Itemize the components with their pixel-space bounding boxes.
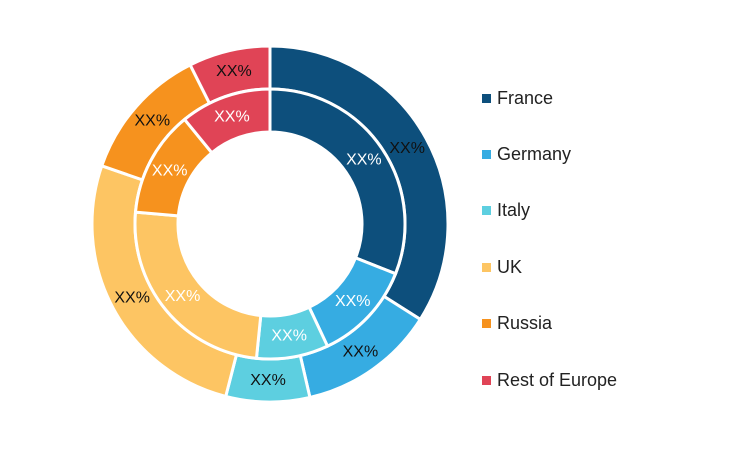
legend-swatch	[482, 319, 491, 329]
legend-label: Germany	[497, 144, 572, 165]
legend-item-germany: Germany	[482, 126, 617, 182]
legend-swatch	[482, 150, 491, 160]
slice-inner-rest-of-europe	[182, 87, 272, 155]
data-label-inner-germany: XX%	[335, 293, 371, 310]
data-label-outer-italy: XX%	[250, 372, 286, 389]
slice-inner-france	[268, 87, 407, 276]
legend-item-russia: Russia	[482, 296, 617, 352]
data-label-inner-italy: XX%	[271, 327, 307, 344]
data-label-inner-russia: XX%	[152, 162, 188, 179]
legend-swatch	[482, 262, 491, 272]
legend: France Germany Italy UK Russia Rest of Europe	[482, 70, 617, 408]
legend-item-rest-of-europe: Rest of Europe	[482, 352, 617, 408]
legend-item-uk: UK	[482, 239, 617, 295]
legend-label: Russia	[497, 313, 553, 334]
legend-item-france: France	[482, 70, 617, 126]
data-label-outer-germany: XX%	[343, 343, 379, 360]
legend-label: UK	[497, 256, 523, 277]
legend-swatch	[482, 206, 491, 216]
legend-swatch	[482, 375, 491, 385]
legend-label: France	[497, 87, 554, 108]
data-label-outer-uk: XX%	[114, 290, 150, 307]
data-label-inner-rest-of-europe: XX%	[214, 109, 250, 126]
data-label-inner-uk: XX%	[165, 288, 201, 305]
data-label-outer-russia: XX%	[134, 112, 170, 129]
data-label-outer-rest-of-europe: XX%	[216, 63, 252, 80]
data-label-inner-france: XX%	[346, 152, 382, 169]
legend-label: Rest of Europe	[497, 369, 618, 390]
data-label-outer-france: XX%	[389, 140, 425, 157]
legend-item-italy: Italy	[482, 183, 617, 239]
legend-label: Italy	[497, 200, 531, 221]
legend-swatch	[482, 93, 491, 103]
